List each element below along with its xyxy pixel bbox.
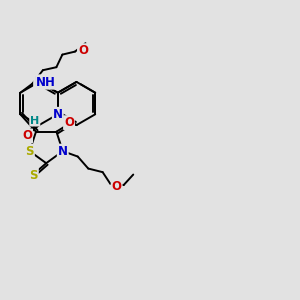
Text: O: O: [78, 44, 88, 57]
Text: O: O: [64, 116, 74, 129]
Text: O: O: [112, 180, 122, 193]
Text: N: N: [58, 145, 68, 158]
Text: N: N: [53, 108, 63, 121]
Text: S: S: [26, 145, 34, 158]
Text: N: N: [34, 75, 44, 88]
Text: O: O: [22, 129, 32, 142]
Text: S: S: [29, 169, 38, 182]
Text: H: H: [30, 116, 39, 126]
Text: NH: NH: [36, 76, 56, 89]
